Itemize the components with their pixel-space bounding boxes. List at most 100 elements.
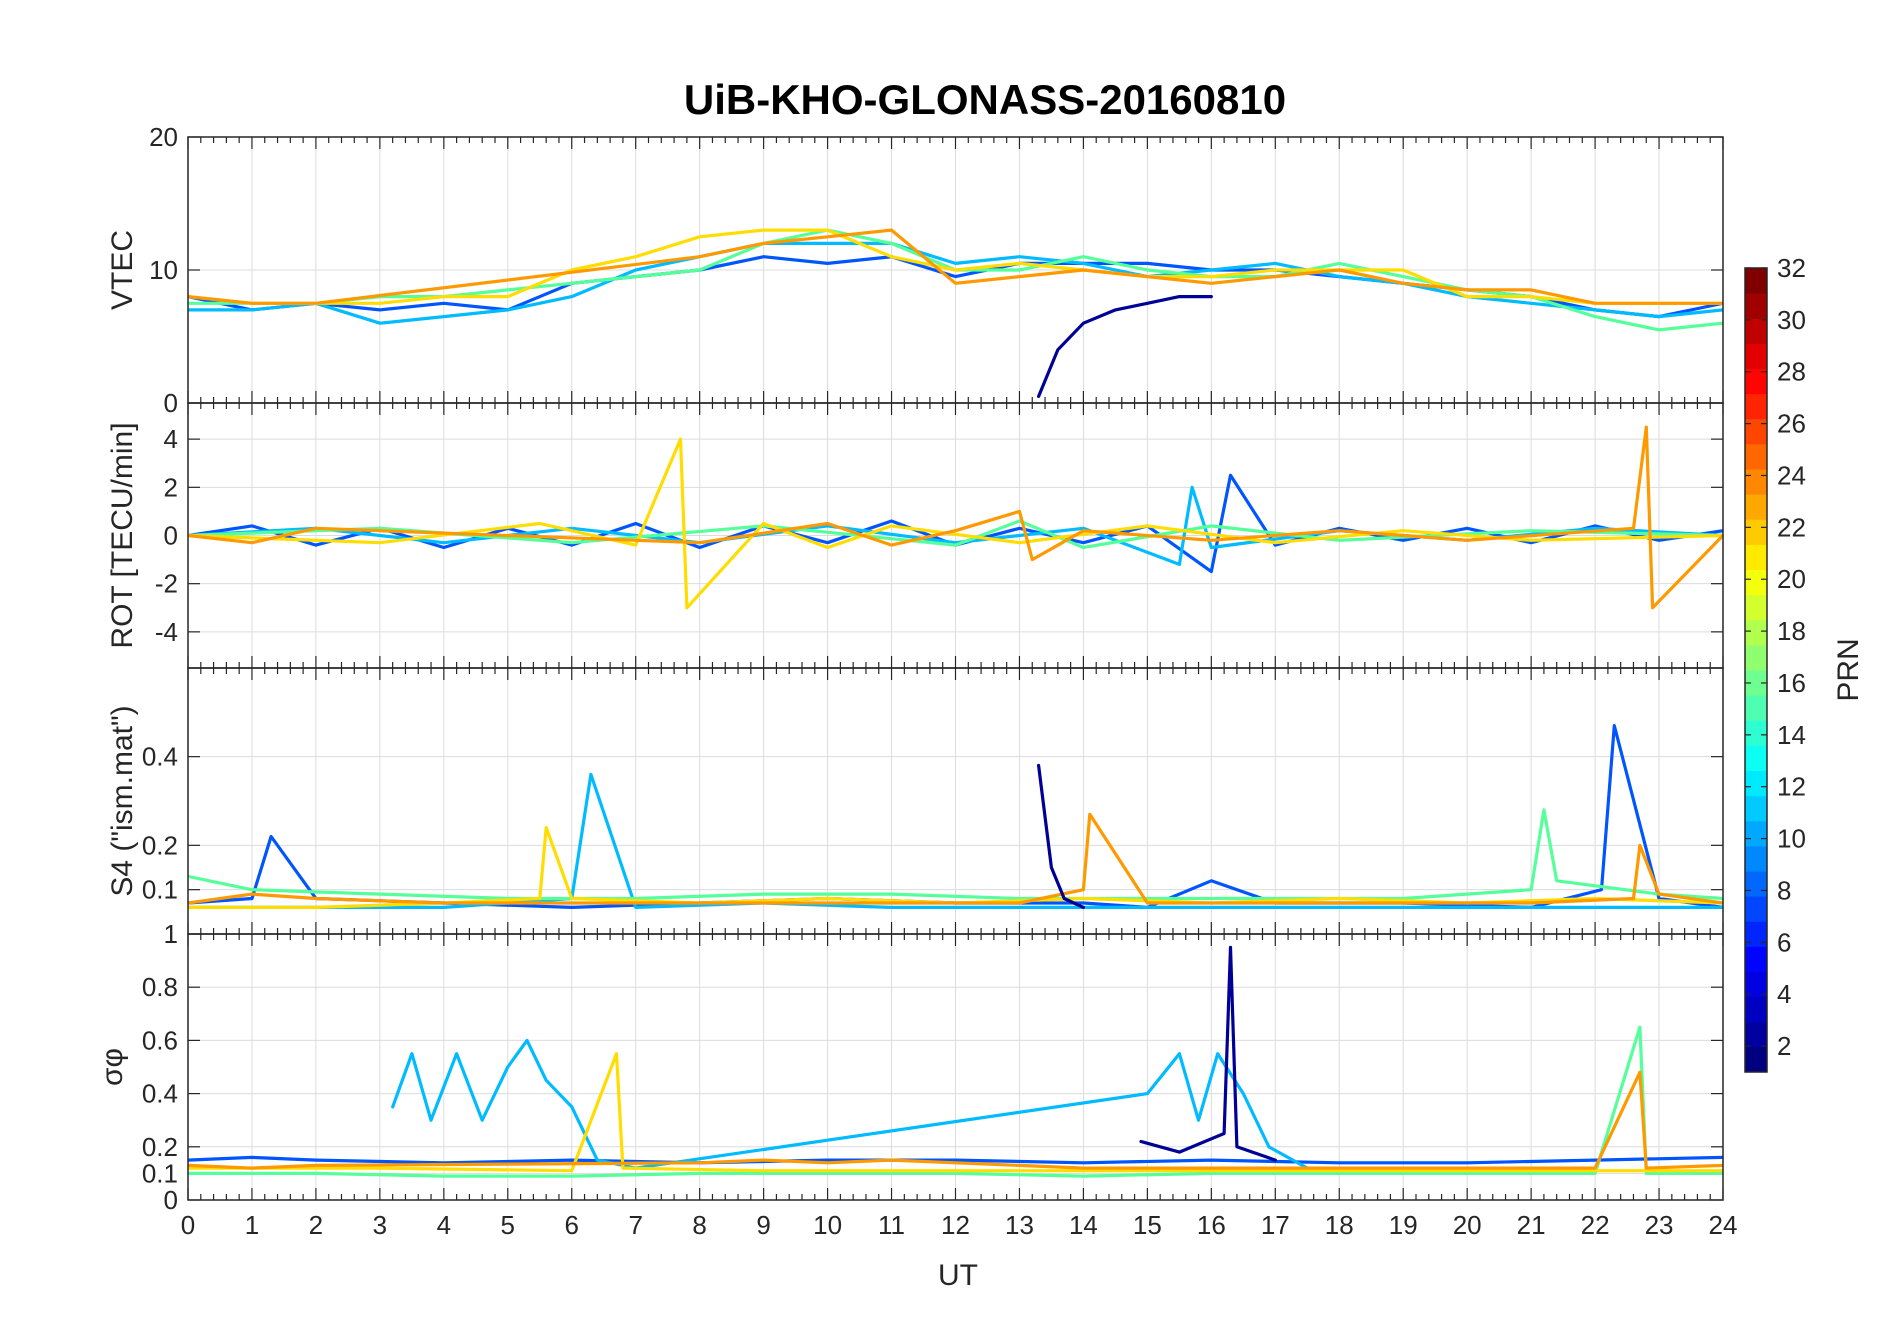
colorbar-segment: [1745, 946, 1767, 972]
x-tick-label: 5: [501, 1210, 515, 1240]
x-tick-label: 0: [181, 1210, 195, 1240]
series-prn-2: [1037, 295, 1213, 398]
colorbar-tick-label: 6: [1777, 927, 1791, 957]
axes-frame: [187, 933, 1724, 1201]
series-prn-20: [188, 1052, 1723, 1173]
colorbar-segment: [1745, 293, 1767, 319]
x-tick-label: 2: [309, 1210, 323, 1240]
colorbar-tick-label: 28: [1777, 357, 1806, 387]
series-group: [188, 724, 1723, 909]
y-tick-label: 0.6: [142, 1025, 178, 1055]
x-tick-label: 14: [1069, 1210, 1098, 1240]
colorbar-segment: [1745, 745, 1767, 771]
colorbar-segment: [1745, 619, 1767, 646]
colorbar-tick-label: 2: [1777, 1031, 1791, 1061]
colorbar-segment: [1745, 971, 1767, 998]
series-prn-2: [1037, 763, 1085, 909]
colorbar-tick-label: 16: [1777, 668, 1806, 698]
series-prn-23: [188, 1070, 1723, 1170]
series-prn-20: [188, 437, 1723, 610]
x-tick-label: 1: [245, 1210, 259, 1240]
y-tick-label: 0.1: [142, 1158, 178, 1188]
colorbar-segment: [1745, 720, 1767, 746]
panel-vtec: 0 10 20 VTEC: [106, 122, 1724, 418]
series-prn-8: [188, 473, 1723, 574]
y-tick-label: 0: [164, 521, 178, 551]
series-prn-2: [1139, 945, 1277, 1162]
y-tick-label: -4: [155, 617, 178, 647]
series-prn-23: [188, 228, 1723, 305]
series-prn-23: [188, 812, 1723, 905]
colorbar-tick-label: 26: [1777, 409, 1806, 439]
colorbar-tick-label: 18: [1777, 616, 1806, 646]
colorbar-tick-label: 32: [1777, 253, 1806, 283]
colorbar-tick-label: 14: [1777, 720, 1806, 750]
colorbar-tick-label: 4: [1777, 979, 1791, 1009]
colorbar-segment: [1745, 921, 1767, 947]
y-tick-label: 0.4: [142, 1079, 178, 1109]
series-prn-16: [188, 1025, 1723, 1178]
series-group: [188, 228, 1723, 398]
y-tick-label: 0.4: [142, 742, 178, 772]
colorbar-segment: [1745, 418, 1767, 445]
y-axis-label: ROT [TECU/min]: [106, 422, 139, 648]
colorbar-segment: [1745, 544, 1767, 570]
x-tick-label: 8: [692, 1210, 706, 1240]
x-tick-label: 15: [1133, 1210, 1162, 1240]
x-tick-label: 20: [1453, 1210, 1482, 1240]
colorbar-segment: [1745, 795, 1767, 822]
y-tick-label: 10: [149, 255, 178, 285]
colorbar-segment: [1745, 770, 1767, 797]
colorbar-segment: [1745, 318, 1767, 344]
x-tick-label: 9: [756, 1210, 770, 1240]
x-tick-label: 7: [628, 1210, 642, 1240]
colorbar-tick-label: 30: [1777, 305, 1806, 335]
y-tick-label: 0.2: [142, 1132, 178, 1162]
colorbar-segment: [1745, 393, 1767, 420]
x-axis-label: UT: [938, 1259, 978, 1292]
series-group: [188, 425, 1723, 610]
y-tick-label: 1: [164, 919, 178, 949]
x-tick-label: 17: [1261, 1210, 1290, 1240]
y-axis-label: VTEC: [106, 230, 139, 310]
x-tick-label: 12: [941, 1210, 970, 1240]
colorbar-segment: [1745, 519, 1767, 545]
colorbar-segment: [1745, 494, 1767, 520]
x-tick-label: 24: [1709, 1210, 1738, 1240]
y-tick-label: 2: [164, 472, 178, 502]
x-tick-label: 21: [1517, 1210, 1546, 1240]
colorbar-frame: [1744, 267, 1768, 1073]
colorbar-segment: [1745, 670, 1767, 696]
x-tick-label: 10: [813, 1210, 842, 1240]
colorbar-segment: [1745, 644, 1767, 671]
colorbar-segment: [1745, 845, 1767, 872]
series-prn-23: [188, 425, 1723, 610]
colorbar-segment: [1745, 569, 1767, 596]
x-tick-label: 13: [1005, 1210, 1034, 1240]
colorbar-segment: [1745, 896, 1767, 922]
colorbar-segment: [1745, 343, 1767, 369]
colorbar-tick-label: 22: [1777, 512, 1806, 542]
colorbar-segment: [1745, 1021, 1767, 1048]
colorbar-segment: [1745, 594, 1767, 621]
chart-title: UiB-KHO-GLONASS-20160810: [684, 76, 1286, 123]
y-tick-label: 0.1: [142, 875, 178, 905]
y-axis-label: σφ: [96, 1048, 129, 1086]
y-tick-label: 0: [164, 388, 178, 418]
colorbar-tick-label: 24: [1777, 460, 1806, 490]
series-group: [188, 945, 1723, 1178]
x-tick-label: 22: [1581, 1210, 1610, 1240]
colorbar-tick-label: 20: [1777, 564, 1806, 594]
y-axis-label: S4 ("ism.mat"): [106, 705, 139, 896]
y-tick-label: 0.8: [142, 972, 178, 1002]
y-tick-label: 20: [149, 122, 178, 152]
y-tick-label: -2: [155, 569, 178, 599]
colorbar-segment: [1745, 695, 1767, 721]
y-tick-label: 0: [164, 1185, 178, 1215]
colorbar-segment: [1745, 469, 1767, 495]
colorbar-segment: [1745, 996, 1767, 1023]
